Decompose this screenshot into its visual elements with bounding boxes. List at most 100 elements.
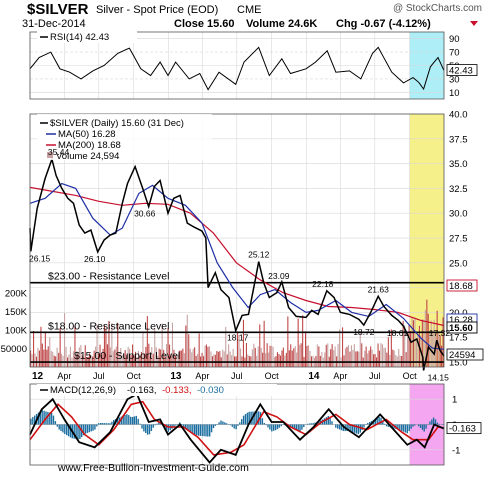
volume-bar [43, 349, 45, 367]
volume-bar [112, 351, 114, 367]
volume-bar [271, 345, 273, 367]
header-date: 31-Dec-2014 [22, 18, 86, 30]
price-annotation: 21.63 [368, 284, 390, 294]
volume-bar [213, 354, 215, 367]
macd-histogram-bar [90, 424, 92, 432]
macd-histogram-bar [212, 424, 215, 429]
volume-bar [347, 345, 349, 367]
macd-histogram-bar [34, 415, 36, 425]
x-axis-label: Apr [195, 371, 209, 381]
x-axis-label: Oct [265, 371, 280, 381]
volume-bar [269, 345, 271, 367]
macd-histogram-bar [186, 424, 188, 430]
macd-histogram-bar [58, 424, 60, 430]
volume-bar [414, 317, 416, 367]
volume-bar [421, 319, 423, 367]
macd-histogram-bar [148, 424, 151, 435]
price-annotation: 17.32 [429, 328, 451, 338]
rsi-value-label: 42.43 [449, 66, 473, 77]
volume-bar [352, 349, 354, 367]
volume-bar [374, 354, 376, 367]
x-axis-label: Jul [93, 371, 105, 381]
volume-bar [436, 310, 438, 367]
x-axis-label: Jul [231, 371, 243, 381]
macd-histogram-bar [331, 421, 333, 425]
volume-bar [291, 350, 293, 367]
macd-histogram-bar [280, 424, 282, 427]
macd-histogram-bar [94, 424, 96, 430]
volume-bar [253, 343, 255, 367]
macd-histogram-bar [335, 424, 337, 428]
volume-bar [410, 330, 412, 367]
macd-histogram-bar [222, 421, 224, 425]
volume-bar [226, 354, 228, 367]
rsi-tick-label: 90 [449, 34, 460, 45]
macd-histogram-bar [52, 415, 55, 425]
watermark: www.Free-Bullion-Investment-Guide.com [57, 462, 249, 474]
macd-histogram-bar [39, 410, 41, 425]
volume-bar [183, 353, 185, 367]
price-tick-label: 15.0 [449, 358, 468, 369]
volume-bar [293, 348, 295, 367]
volume-tick-label: 150K [5, 307, 28, 318]
macd-histogram-bar [342, 424, 344, 431]
price-annotation: 23.09 [268, 271, 290, 281]
volume-bar [105, 328, 107, 367]
volume-bar [58, 352, 60, 367]
macd-tick-label: 1 [452, 395, 457, 406]
macd-histogram-bar [293, 424, 296, 430]
volume-bar [285, 352, 287, 367]
macd-histogram-bar [306, 423, 309, 425]
volume-bar [263, 320, 265, 367]
volume-bar [281, 350, 283, 367]
support-resistance-levels [30, 281, 444, 363]
volume-bar [368, 350, 370, 367]
stockcharts-credit[interactable]: @ StockCharts.com [393, 3, 482, 14]
macd-histogram-bar [133, 416, 136, 425]
macd-histogram-bar [173, 424, 175, 428]
volume-bar [408, 324, 410, 367]
price-annotation: 18.72 [353, 327, 375, 337]
volume-bar [216, 351, 218, 367]
macd-histogram-bar [184, 424, 186, 429]
macd-histogram-bar [402, 424, 405, 432]
price-tick-label: 35.0 [449, 159, 468, 170]
macd-legend-value: -0.163, [127, 385, 157, 396]
volume-bar [99, 344, 101, 367]
x-axis-label: Apr [57, 371, 71, 381]
macd-histogram-bar [431, 419, 433, 425]
volume-bar [346, 346, 348, 367]
macd-histogram-bar [182, 424, 185, 427]
macd-histogram-bar [220, 420, 222, 425]
macd-histogram-bar [348, 424, 350, 431]
price-tick-label: 20.0 [449, 308, 468, 319]
volume-bar [167, 328, 169, 367]
volume-bar [412, 320, 414, 367]
macd-histogram-bar [297, 424, 299, 432]
volume-bar [50, 350, 52, 367]
macd-histogram-bar [434, 419, 437, 425]
macd-legend-box [37, 384, 277, 396]
change-text: Chg -0.67 (-4.12%) [336, 18, 431, 30]
macd-histogram-bar [120, 416, 122, 425]
macd-histogram-bar [130, 416, 132, 425]
volume-bar [219, 351, 221, 367]
volume-tick-label: 100K [5, 326, 28, 337]
volume-bar [61, 353, 63, 367]
volume-bar [229, 351, 231, 367]
volume-bar [371, 349, 373, 367]
volume-bar [349, 351, 351, 367]
volume-bar [103, 325, 105, 367]
volume-bar [378, 350, 380, 367]
macd-histogram-bar [62, 424, 64, 433]
macd-histogram-bar [401, 424, 403, 431]
volume-bar [40, 326, 42, 367]
level-label: $23.00 - Resistance Level [48, 271, 169, 283]
volume-bar [158, 348, 160, 367]
macd-histogram-bar [165, 424, 168, 430]
volume-bar [287, 316, 289, 367]
volume-bar [330, 349, 332, 367]
volume-bar [120, 348, 122, 367]
macd-histogram-bar [50, 412, 53, 425]
